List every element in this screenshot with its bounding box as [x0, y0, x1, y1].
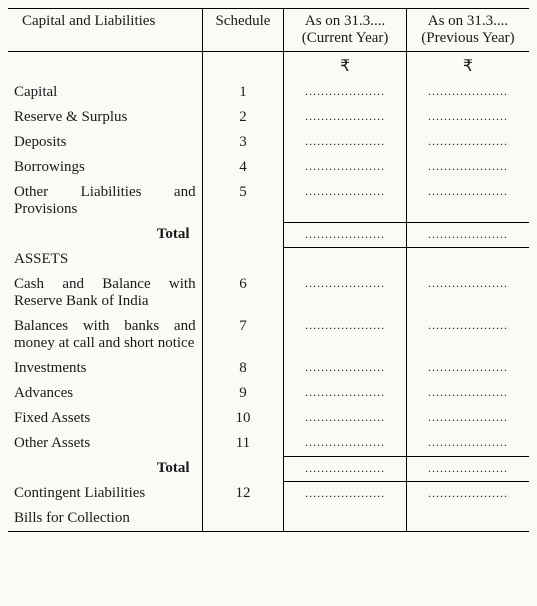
header-current-year: As on 31.3.... (Current Year)	[284, 9, 407, 52]
row-current: ....................	[284, 314, 407, 356]
row-schedule: 4	[202, 155, 284, 180]
table-row: Advances 9 .................... ........…	[8, 381, 529, 406]
row-previous: ....................	[406, 381, 529, 406]
row-current: ....................	[284, 105, 407, 130]
row-previous: ....................	[406, 406, 529, 431]
total-label: Total	[8, 222, 202, 247]
row-current: ....................	[284, 356, 407, 381]
assets-heading-row: ASSETS	[8, 247, 529, 272]
balance-sheet-table: Capital and Liabilities Schedule As on 3…	[8, 8, 529, 532]
row-label: Advances	[8, 381, 202, 406]
table-row: Deposits 3 .................... ........…	[8, 130, 529, 155]
table-row: Reserve & Surplus 2 ....................…	[8, 105, 529, 130]
row-label: Bills for Collection	[8, 506, 202, 532]
table-row: Fixed Assets 10 .................... ...…	[8, 406, 529, 431]
row-previous: ....................	[406, 180, 529, 222]
row-label: Balances with banks and money at call an…	[8, 314, 202, 356]
row-label: Investments	[8, 356, 202, 381]
currency-row: ₹ ₹	[8, 52, 529, 81]
row-previous: ....................	[406, 155, 529, 180]
total-previous: ....................	[406, 222, 529, 247]
table-row: Investments 8 .................... .....…	[8, 356, 529, 381]
row-current: ....................	[284, 130, 407, 155]
header-current-year-line2: (Current Year)	[302, 30, 389, 46]
row-current: ....................	[284, 180, 407, 222]
row-schedule: 3	[202, 130, 284, 155]
row-schedule: 10	[202, 406, 284, 431]
row-label: Capital	[8, 80, 202, 105]
row-current: ....................	[284, 431, 407, 456]
row-current: ....................	[284, 381, 407, 406]
table-header-row: Capital and Liabilities Schedule As on 3…	[8, 9, 529, 52]
row-label: Fixed Assets	[8, 406, 202, 431]
row-schedule: 11	[202, 431, 284, 456]
total-label: Total	[8, 456, 202, 481]
row-label: Reserve & Surplus	[8, 105, 202, 130]
row-schedule: 6	[202, 272, 284, 314]
row-schedule: 9	[202, 381, 284, 406]
row-schedule	[202, 506, 284, 532]
rupee-current: ₹	[284, 52, 407, 81]
row-schedule: 8	[202, 356, 284, 381]
row-previous: ....................	[406, 105, 529, 130]
header-schedule: Schedule	[202, 9, 284, 52]
table-row: Contingent Liabilities 12 ..............…	[8, 481, 529, 506]
row-label: Other Liabilities and Provisions	[8, 180, 202, 222]
row-current: ....................	[284, 80, 407, 105]
row-schedule: 1	[202, 80, 284, 105]
row-previous: ....................	[406, 130, 529, 155]
total-row: Total .................... .............…	[8, 456, 529, 481]
row-schedule: 2	[202, 105, 284, 130]
row-previous: ....................	[406, 431, 529, 456]
assets-heading: ASSETS	[8, 247, 202, 272]
row-previous: ....................	[406, 80, 529, 105]
table-row: Capital 1 .................... .........…	[8, 80, 529, 105]
row-label: Borrowings	[8, 155, 202, 180]
header-cap-liab: Capital and Liabilities	[8, 9, 202, 52]
row-label: Contingent Liabilities	[8, 481, 202, 506]
row-previous: ....................	[406, 481, 529, 506]
table-row: Bills for Collection	[8, 506, 529, 532]
row-current: ....................	[284, 272, 407, 314]
rupee-previous: ₹	[406, 52, 529, 81]
row-current: ....................	[284, 155, 407, 180]
row-label: Cash and Balance with Reserve Bank of In…	[8, 272, 202, 314]
total-current: ....................	[284, 456, 407, 481]
row-schedule: 5	[202, 180, 284, 222]
row-previous: ....................	[406, 314, 529, 356]
total-previous: ....................	[406, 456, 529, 481]
header-previous-year: As on 31.3.... (Previous Year)	[406, 9, 529, 52]
row-current: ....................	[284, 406, 407, 431]
table-row: Balances with banks and money at call an…	[8, 314, 529, 356]
row-previous: ....................	[406, 272, 529, 314]
total-current: ....................	[284, 222, 407, 247]
total-row: Total .................... .............…	[8, 222, 529, 247]
row-schedule: 7	[202, 314, 284, 356]
header-previous-year-line2: (Previous Year)	[421, 30, 514, 46]
row-label: Other Assets	[8, 431, 202, 456]
table-row: Other Liabilities and Provisions 5 .....…	[8, 180, 529, 222]
table-row: Cash and Balance with Reserve Bank of In…	[8, 272, 529, 314]
header-previous-year-line1: As on 31.3....	[428, 13, 508, 29]
table-row: Borrowings 4 .................... ......…	[8, 155, 529, 180]
row-label: Deposits	[8, 130, 202, 155]
row-current: ....................	[284, 481, 407, 506]
table-row: Other Assets 11 .................... ...…	[8, 431, 529, 456]
row-previous: ....................	[406, 356, 529, 381]
row-schedule: 12	[202, 481, 284, 506]
header-current-year-line1: As on 31.3....	[305, 13, 385, 29]
